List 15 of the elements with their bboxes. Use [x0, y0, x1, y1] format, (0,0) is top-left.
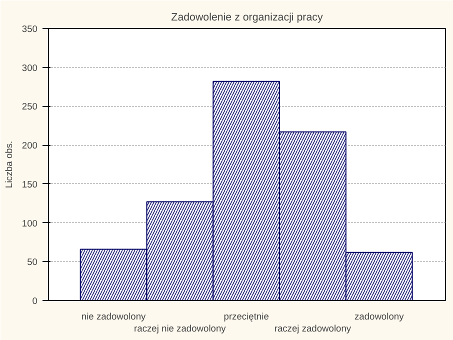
x-tick-label: zadowolony: [354, 312, 404, 322]
y-tick-label: 150: [22, 179, 38, 190]
y-tick-label: 50: [27, 257, 38, 268]
y-axis-title: Liczba obs.: [4, 140, 14, 188]
x-tick-label: raczej zadowolony: [274, 324, 352, 334]
y-tick-label: 300: [22, 62, 38, 73]
chart-title: Zadowolenie z organizacji pracy: [171, 12, 324, 24]
x-tick-label: raczej nie zadowolony: [134, 324, 226, 334]
y-tick-label: 350: [22, 24, 38, 34]
y-tick-label: 100: [22, 218, 38, 228]
y-tick-label: 0: [32, 296, 38, 306]
y-tick-label: 200: [22, 140, 38, 151]
x-tick-label: nie zadowolony: [81, 312, 146, 322]
y-tick-label: 250: [22, 102, 38, 112]
x-tick-label: przeciętnie: [224, 312, 269, 322]
